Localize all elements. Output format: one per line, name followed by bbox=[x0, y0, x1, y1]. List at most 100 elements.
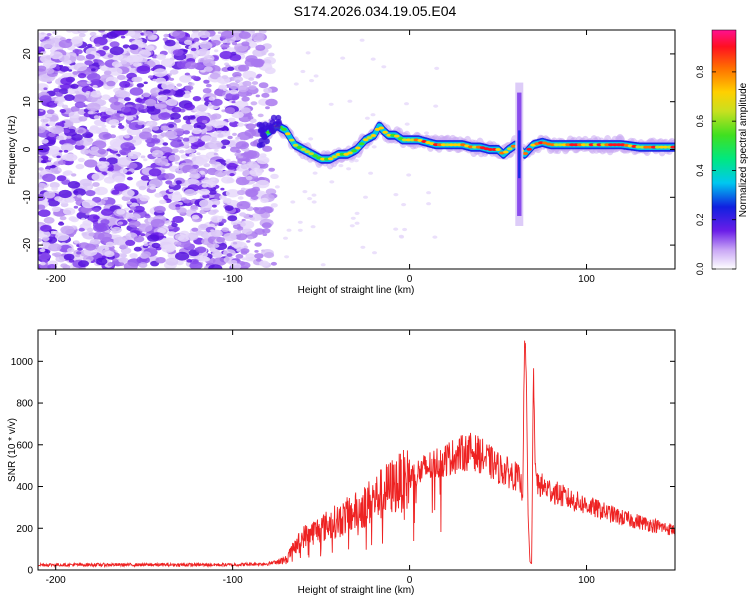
noise-blob bbox=[241, 257, 247, 261]
noise-blob bbox=[39, 248, 46, 253]
noise-blob bbox=[262, 145, 273, 152]
noise-blob bbox=[53, 88, 61, 93]
noise-blob bbox=[239, 212, 247, 217]
noise-blob bbox=[177, 239, 191, 248]
noise-blob bbox=[85, 53, 95, 60]
noise-blob bbox=[104, 247, 110, 250]
ridge-core bbox=[288, 138, 295, 142]
snr-series-line bbox=[38, 340, 675, 569]
noise-blob bbox=[93, 59, 99, 63]
noise-blob bbox=[256, 258, 262, 262]
noise-blob bbox=[195, 246, 207, 254]
noise-blob bbox=[225, 189, 240, 198]
noise-blob bbox=[118, 262, 125, 267]
ridge-start-blob bbox=[259, 141, 266, 148]
noise-blob bbox=[246, 161, 258, 169]
ridge-core bbox=[281, 127, 287, 131]
ridge-core bbox=[436, 143, 443, 147]
noise-blob bbox=[153, 68, 168, 78]
noise-blob bbox=[154, 104, 159, 108]
noise-blob bbox=[46, 161, 53, 166]
spectrogram-xtick-label: -100 bbox=[223, 274, 243, 285]
noise-blob bbox=[255, 94, 260, 98]
noise-blob bbox=[211, 204, 217, 208]
noise-blob bbox=[96, 129, 103, 134]
noise-blob bbox=[136, 83, 145, 88]
noise-blob bbox=[270, 173, 279, 179]
noise-blob bbox=[223, 232, 237, 242]
noise-blob bbox=[227, 215, 238, 222]
noise-blob bbox=[68, 111, 80, 119]
noise-blob bbox=[106, 80, 116, 87]
noise-blob bbox=[212, 243, 220, 248]
noise-blob bbox=[175, 251, 190, 261]
snr-frame bbox=[37, 329, 676, 571]
noise-blob bbox=[174, 41, 181, 45]
noise-blob bbox=[123, 207, 130, 211]
noise-blob bbox=[174, 191, 181, 196]
noise-blob bbox=[90, 90, 102, 98]
noise-blob bbox=[227, 135, 233, 140]
noise-blob bbox=[175, 180, 182, 185]
noise-blob bbox=[53, 252, 62, 257]
noise-blob bbox=[108, 96, 119, 104]
noise-blob bbox=[220, 30, 235, 39]
noise-blob bbox=[62, 207, 76, 216]
noise-blob bbox=[268, 167, 276, 172]
noise-blob bbox=[60, 202, 69, 208]
noise-blob bbox=[127, 151, 141, 160]
noise-blob bbox=[186, 259, 193, 263]
noise-blob bbox=[47, 264, 57, 269]
ridge-core bbox=[452, 143, 459, 147]
noise-blob bbox=[73, 240, 80, 244]
noise-blob bbox=[60, 143, 74, 152]
noise-blob bbox=[192, 54, 199, 58]
noise-blob bbox=[42, 236, 50, 242]
noise-blob bbox=[77, 129, 84, 134]
noise-blob bbox=[210, 178, 216, 182]
noise-blob-faint bbox=[370, 113, 376, 117]
noise-blob bbox=[203, 66, 213, 72]
noise-blob bbox=[245, 257, 253, 262]
ridge-core bbox=[409, 138, 416, 142]
ridge-start-blob bbox=[263, 138, 270, 145]
noise-blob bbox=[209, 72, 221, 80]
noise-blob bbox=[206, 181, 217, 188]
ridge-core bbox=[565, 143, 571, 147]
ridge-core bbox=[304, 150, 311, 154]
noise-blob bbox=[256, 73, 263, 77]
noise-blob-faint bbox=[424, 131, 429, 135]
noise-blob bbox=[133, 235, 145, 243]
noise-blob bbox=[140, 175, 150, 181]
noise-blob bbox=[151, 138, 161, 144]
noise-blob-faint bbox=[311, 193, 317, 197]
noise-blob-faint bbox=[401, 203, 407, 207]
noise-blob bbox=[46, 109, 55, 115]
noise-blob bbox=[171, 106, 182, 113]
noise-blob-faint bbox=[311, 200, 317, 204]
noise-blob bbox=[233, 76, 244, 83]
noise-blob bbox=[225, 92, 240, 101]
noise-blob bbox=[133, 205, 145, 213]
noise-blob bbox=[138, 223, 153, 232]
noise-blob bbox=[59, 216, 67, 221]
noise-blob-faint bbox=[300, 69, 306, 74]
ridge-core bbox=[331, 155, 338, 159]
ridge-core bbox=[394, 134, 400, 138]
noise-blob bbox=[40, 51, 45, 55]
noise-blob bbox=[42, 173, 56, 182]
noise-blob bbox=[259, 260, 270, 267]
ridge-core bbox=[506, 147, 513, 151]
noise-blob bbox=[168, 77, 175, 81]
noise-blob bbox=[58, 39, 73, 49]
noise-blob bbox=[167, 231, 176, 237]
noise-blob bbox=[101, 94, 111, 100]
noise-blob bbox=[240, 187, 246, 191]
noise-blob bbox=[249, 118, 257, 123]
ridge-core bbox=[444, 143, 451, 147]
snr-ytick-label: 200 bbox=[16, 524, 33, 535]
noise-blob bbox=[49, 182, 60, 189]
